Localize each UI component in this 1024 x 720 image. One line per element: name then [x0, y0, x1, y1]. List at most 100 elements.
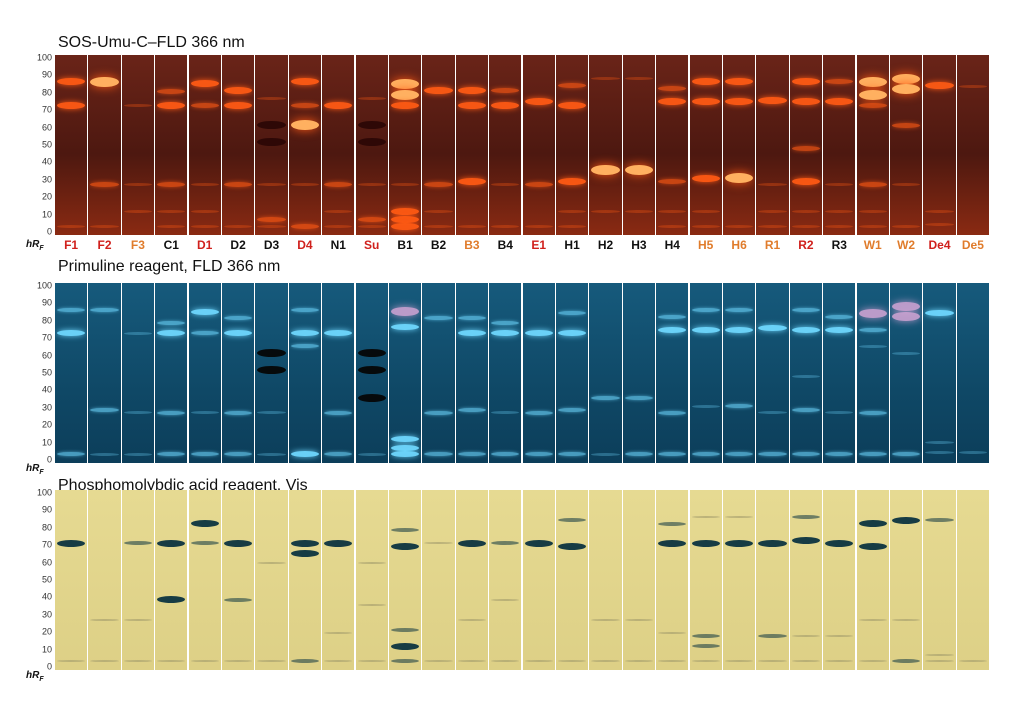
plate-lane [789, 283, 822, 463]
chromatography-band [925, 209, 954, 213]
chromatography-band [224, 224, 253, 228]
chromatography-band [324, 330, 353, 337]
chromatography-band [658, 539, 687, 547]
plate-lane [622, 283, 655, 463]
plate-lane [355, 490, 388, 670]
chromatography-band [257, 411, 286, 415]
chromatography-band [290, 659, 319, 664]
hrf-label-sos: hRF [26, 239, 44, 252]
axis-tick-label: 100 [36, 487, 52, 498]
axis-tick-label: 30 [41, 609, 52, 620]
plate-lane [522, 55, 555, 235]
chromatography-band [190, 102, 219, 108]
chromatography-band [290, 307, 319, 312]
chromatography-band [658, 209, 687, 213]
chromatography-band [858, 344, 887, 348]
y-axis-pma: 100 90 80 70 60 50 40 30 20 10 0 [18, 488, 54, 671]
chromatography-band [157, 182, 186, 188]
chromatography-band [658, 410, 687, 415]
chromatography-band [224, 452, 253, 457]
chromatography-band [257, 224, 286, 228]
chromatography-band [257, 349, 286, 358]
chromatography-band [123, 541, 152, 546]
sample-label: D3 [263, 238, 280, 252]
chromatography-band [758, 325, 787, 332]
plate-lane [823, 490, 856, 670]
sample-label: F1 [64, 238, 79, 252]
sample-label: H6 [731, 238, 747, 252]
chromatography-band [524, 660, 553, 663]
plate-lane [756, 490, 789, 670]
chromatography-band [825, 79, 854, 85]
chromatography-band [925, 451, 954, 455]
chromatography-band [457, 660, 486, 663]
chromatography-band [391, 78, 420, 89]
plate-lane [856, 490, 889, 670]
chromatography-band [224, 182, 253, 188]
plate-lane [489, 55, 522, 235]
axis-tick-label: 10 [41, 437, 52, 448]
chromatography-band [424, 86, 453, 94]
chromatography-band [925, 81, 954, 89]
axis-tick-label: 100 [36, 52, 52, 63]
chromatography-band [524, 539, 553, 547]
chromatography-band [224, 410, 253, 415]
chromatography-band [290, 223, 319, 229]
axis-tick-label: 60 [41, 557, 52, 568]
chromatography-band [290, 451, 319, 458]
chromatography-band [691, 307, 720, 312]
sample-label: F3 [130, 238, 145, 252]
plate-lane [723, 490, 756, 670]
plate-lane [222, 283, 255, 463]
plate-lane [856, 55, 889, 235]
sample-label: B2 [430, 238, 447, 252]
axis-tick-label: 100 [36, 280, 52, 291]
chromatography-band [825, 411, 854, 415]
chromatography-band [424, 209, 453, 213]
sample-label: F2 [97, 238, 112, 252]
hrf-label-primuline: hRF [26, 463, 44, 476]
plate-lane [890, 283, 923, 463]
chromatography-band [491, 183, 520, 187]
chromatography-band [925, 518, 954, 523]
plate-lane [923, 55, 956, 235]
sample-label: H1 [564, 238, 580, 252]
plate-lane [288, 490, 321, 670]
plate-lane [923, 490, 956, 670]
chromatography-band [57, 224, 86, 228]
plate-lane [689, 55, 722, 235]
axis-tick-label: 80 [41, 315, 52, 326]
chromatography-band [758, 209, 787, 213]
chromatography-band [190, 452, 219, 457]
chromatography-band [57, 452, 86, 457]
chromatography-band [491, 541, 520, 546]
chromatography-band [90, 452, 119, 456]
chromatography-band [892, 302, 921, 312]
chromatography-band [691, 660, 720, 663]
chromatography-band [791, 407, 820, 412]
plate-lane [255, 283, 288, 463]
sample-label: B4 [497, 238, 513, 252]
chromatography-band [658, 98, 687, 106]
chromatography-band [925, 223, 954, 227]
chromatography-band [391, 323, 420, 330]
plate-lane [322, 283, 355, 463]
chromatography-band [758, 660, 787, 663]
plate-lane [322, 55, 355, 235]
chromatography-band [791, 514, 820, 519]
axis-tick-label: 90 [41, 504, 52, 515]
plate-lane [489, 283, 522, 463]
chromatography-band [591, 395, 620, 400]
axis-tick-label: 20 [41, 626, 52, 637]
plate-lane [455, 283, 488, 463]
chromatography-band [90, 660, 119, 663]
chromatography-band [791, 374, 820, 378]
plate-lane [656, 283, 689, 463]
plate-lane [155, 283, 188, 463]
chromatography-band [123, 209, 152, 213]
chromatography-band [958, 85, 987, 89]
chromatography-band [391, 216, 420, 224]
chromatography-band [791, 660, 820, 663]
chromatography-band [524, 224, 553, 228]
plate-lane [455, 55, 488, 235]
